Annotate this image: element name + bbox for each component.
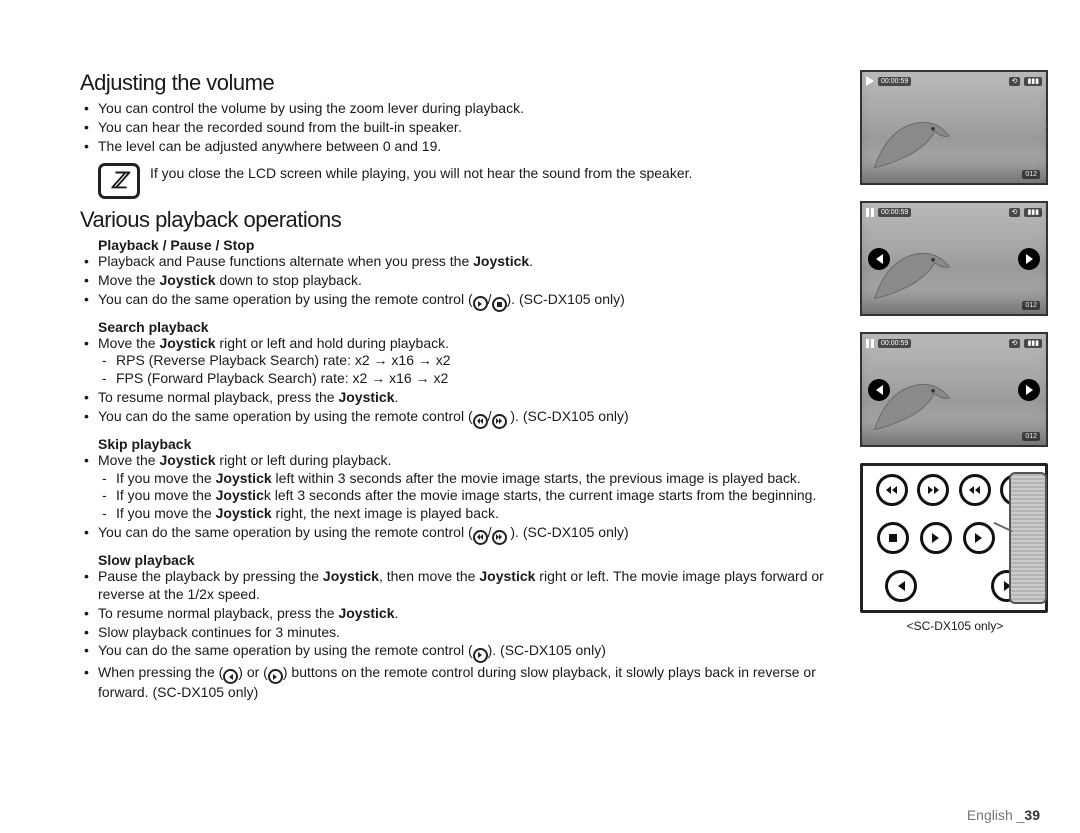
pps-bullet: Playback and Pause functions alternate w… — [98, 253, 850, 272]
remote-rew-icon — [959, 474, 991, 506]
rew-icon — [473, 414, 488, 429]
volume-bullet: The level can be adjusted anywhere betwe… — [98, 138, 850, 157]
subhead-pps: Playback / Pause / Stop — [98, 237, 850, 253]
remote-device-illustration — [1009, 472, 1047, 604]
subhead-skip: Skip playback — [98, 436, 850, 452]
pps-bullet: You can do the same operation by using t… — [98, 291, 850, 313]
remote-play-icon — [920, 522, 952, 554]
search-sub: FPS (Forward Playback Search) rate: x2 →… — [116, 370, 850, 388]
skip-sub: If you move the Joystick right, the next… — [116, 505, 850, 523]
dolphin-illustration — [870, 108, 960, 173]
slow-bullet: Pause the playback by pressing the Joyst… — [98, 568, 850, 605]
playback-screenshot-play: 00:00:59 ⟲▮▮▮ 012 — [860, 70, 1048, 185]
remote-skip-fwd-icon — [917, 474, 949, 506]
note-icon: ℤ — [98, 163, 140, 199]
slow-bullet: Slow playback continues for 3 minutes. — [98, 624, 850, 643]
playback-screenshot-pause: 00:00:59 ⟲▮▮▮ 012 — [860, 201, 1048, 316]
volume-bullet: You can hear the recorded sound from the… — [98, 119, 850, 138]
remote-slow-rev-icon — [885, 570, 917, 602]
page-number: 39 — [1024, 807, 1040, 823]
skip-fwd-overlay-icon — [1018, 379, 1040, 401]
skip-bullet: Move the Joystick right or left during p… — [98, 452, 850, 525]
slow-bullet: When pressing the () or () buttons on th… — [98, 664, 850, 703]
subhead-search: Search playback — [98, 319, 850, 335]
skip-fwd-icon — [492, 530, 507, 545]
remote-caption: <SC-DX105 only> — [860, 619, 1050, 633]
search-bullet: Move the Joystick right or left and hold… — [98, 335, 850, 390]
heading-playback-ops: Various playback operations — [80, 207, 850, 233]
ff-overlay-icon — [1018, 248, 1040, 270]
search-bullet: You can do the same operation by using t… — [98, 408, 850, 430]
skip-back-icon — [473, 530, 488, 545]
footer-language: English _ — [967, 807, 1025, 823]
pps-bullet: Move the Joystick down to stop playback. — [98, 272, 850, 291]
remote-control-diagram — [860, 463, 1048, 613]
play-pause-icon — [473, 296, 488, 311]
volume-bullet: You can control the volume by using the … — [98, 100, 850, 119]
stop-icon — [492, 297, 507, 312]
slow-play-icon — [473, 648, 488, 663]
slow-list: Pause the playback by pressing the Joyst… — [80, 568, 850, 704]
ff-icon — [492, 414, 507, 429]
figure-column: 00:00:59 ⟲▮▮▮ 012 00:00:59 ⟲▮▮▮ 012 — [860, 70, 1050, 823]
content-column: Adjusting the volume You can control the… — [80, 70, 860, 823]
search-sub: RPS (Reverse Playback Search) rate: x2 →… — [116, 352, 850, 370]
dolphin-illustration — [870, 370, 960, 435]
search-list: Move the Joystick right or left and hold… — [80, 335, 850, 430]
note-row: ℤ If you close the LCD screen while play… — [98, 163, 850, 199]
dolphin-illustration — [870, 239, 960, 304]
search-bullet: To resume normal playback, press the Joy… — [98, 389, 850, 408]
playback-screenshot-skip: 00:00:59 ⟲▮▮▮ 012 — [860, 332, 1048, 447]
skip-sub: If you move the Joystick left within 3 s… — [116, 470, 850, 488]
subhead-slow: Slow playback — [98, 552, 850, 568]
remote-slow-icon — [963, 522, 995, 554]
manual-page: Adjusting the volume You can control the… — [0, 0, 1080, 833]
slow-rev-icon — [223, 669, 238, 684]
slow-fwd-icon — [268, 669, 283, 684]
skip-list: Move the Joystick right or left during p… — [80, 452, 850, 546]
note-text: If you close the LCD screen while playin… — [150, 163, 692, 183]
pps-list: Playback and Pause functions alternate w… — [80, 253, 850, 313]
page-footer: English _39 — [967, 807, 1040, 823]
heading-adjusting-volume: Adjusting the volume — [80, 70, 850, 96]
skip-bullet: You can do the same operation by using t… — [98, 524, 850, 546]
remote-skip-back-icon — [876, 474, 908, 506]
remote-stop-icon — [877, 522, 909, 554]
slow-bullet: You can do the same operation by using t… — [98, 642, 850, 664]
slow-bullet: To resume normal playback, press the Joy… — [98, 605, 850, 624]
volume-bullet-list: You can control the volume by using the … — [80, 100, 850, 157]
skip-sub: If you move the Joystick left 3 seconds … — [116, 487, 850, 505]
